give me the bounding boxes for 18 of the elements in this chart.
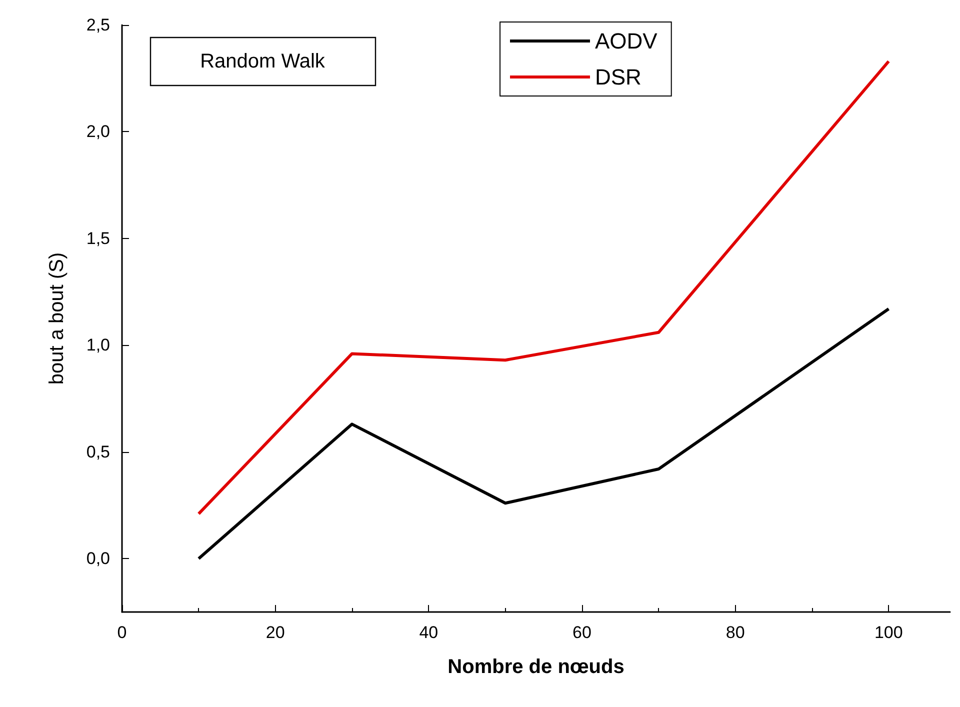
legend-label: DSR [595,64,642,90]
x-tick-label: 80 [726,623,745,642]
y-tick-label: 0,5 [86,442,110,462]
annotation: Random Walk [200,50,326,72]
y-tick-label: 1,5 [86,228,110,248]
y-axis-title: bout a bout (S) [46,252,68,385]
x-tick-label: 0 [117,623,127,642]
x-tick-label: 20 [266,623,285,642]
x-tick-label: 60 [572,623,592,642]
line-series [197,307,890,560]
x-axis-title: Nombre de nœuds [448,656,624,678]
x-tick-label: 40 [419,623,438,642]
y-tick-label: 2,5 [86,16,110,34]
y-tick-label: 1,0 [86,336,110,355]
x-tick-label: 100 [874,623,903,642]
y-tick-label: 0,0 [86,549,110,568]
legend-label: AODV [595,28,658,54]
y-tick-label: 2,0 [86,122,110,142]
